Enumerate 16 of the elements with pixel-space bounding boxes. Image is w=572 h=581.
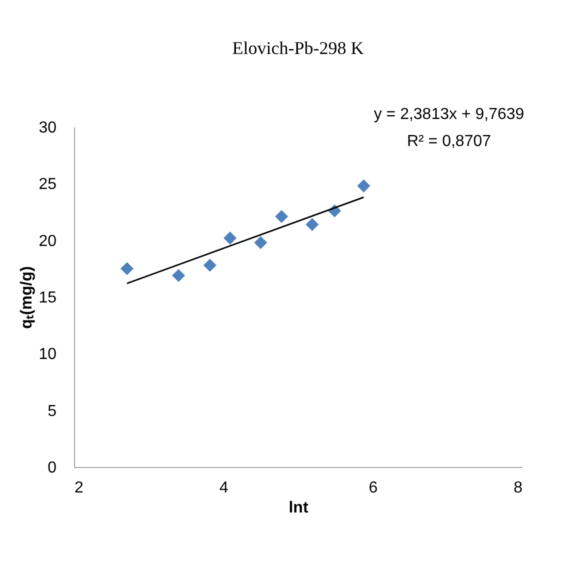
x-tick-label: 2: [74, 480, 84, 496]
x-tick-label: 4: [219, 480, 228, 496]
y-tick-label: 10: [38, 346, 57, 364]
x-tick-label: 8: [514, 480, 523, 496]
annotation: R² = 0,8707: [406, 133, 492, 150]
x-axis-title: lnt: [288, 500, 309, 516]
x-tick-label: 6: [368, 480, 378, 496]
y-tick-label: 30: [38, 120, 57, 136]
y-tick-label: 15: [38, 290, 57, 306]
y-axis-title: qₜ(mg/g): [18, 266, 36, 329]
y-tick-label: 25: [38, 176, 57, 194]
y-tick-label: 5: [48, 402, 57, 420]
y-tick-label: 20: [38, 232, 57, 250]
chart-title: Elovich-Pb-298 K: [232, 38, 364, 58]
y-tick-label: 0: [48, 460, 57, 476]
text: y = 2,3813x + 9,7639: [374, 106, 524, 123]
